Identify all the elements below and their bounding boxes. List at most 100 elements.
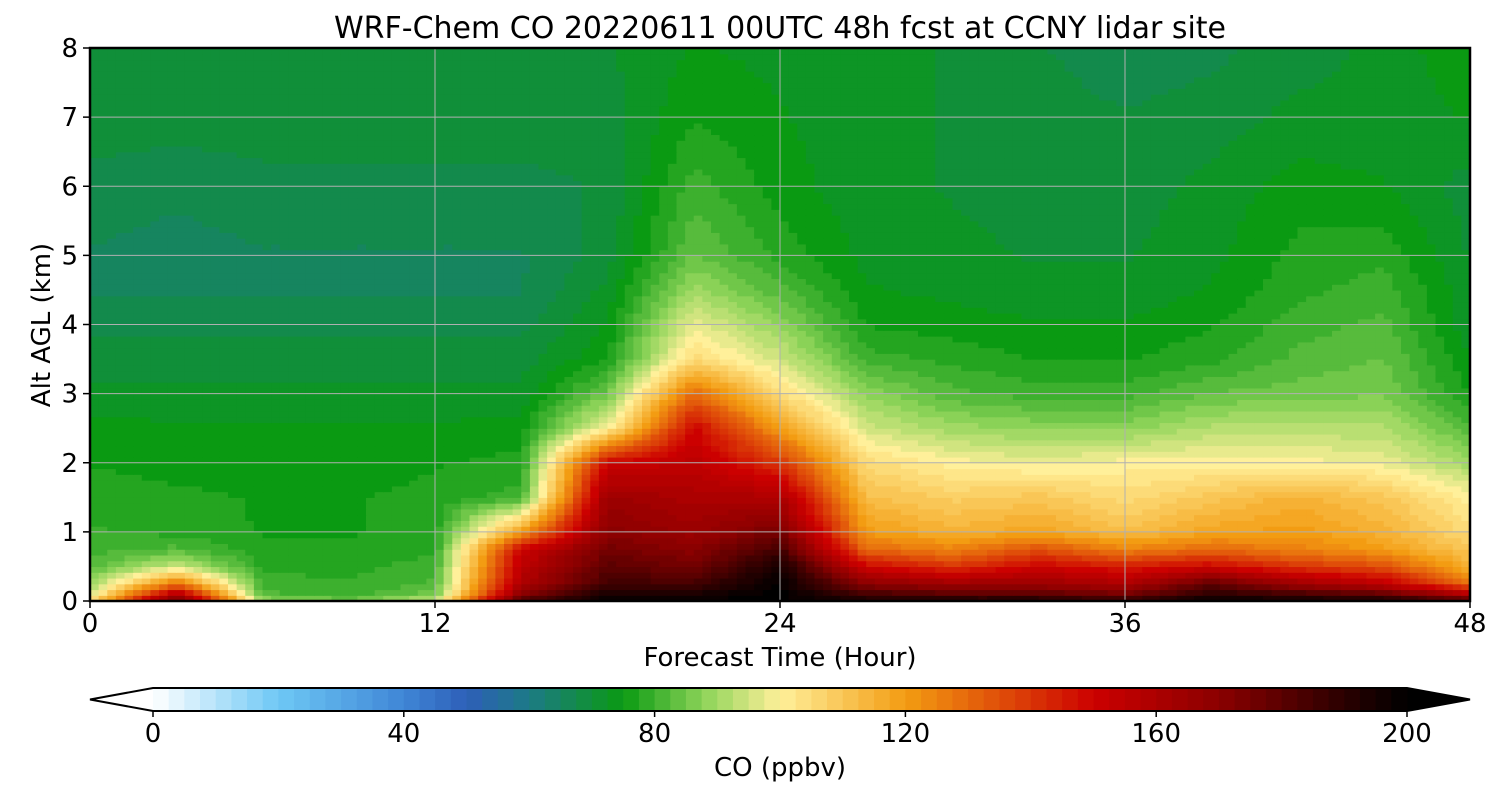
heatmap-cell	[409, 531, 419, 539]
heatmap-cell	[1435, 497, 1445, 504]
heatmap-cell	[745, 480, 755, 487]
heatmap-cell	[1263, 433, 1273, 441]
heatmap-cell	[1245, 520, 1255, 527]
heatmap-cell	[202, 560, 212, 568]
heatmap-cell	[1090, 595, 1100, 602]
heatmap-cell	[1012, 520, 1023, 527]
heatmap-cell	[866, 526, 876, 533]
heatmap-cell	[253, 462, 264, 470]
heatmap-cell	[1375, 554, 1385, 562]
heatmap-cell	[1271, 531, 1281, 539]
heatmap-cell	[823, 451, 833, 458]
heatmap-cell	[693, 549, 703, 556]
heatmap-cell	[805, 480, 816, 487]
heatmap-cell	[435, 451, 445, 458]
heatmap-cell	[150, 595, 160, 602]
heatmap-cell	[633, 549, 643, 556]
heatmap-cell	[391, 445, 402, 452]
heatmap-cell	[762, 566, 772, 573]
heatmap-cell	[210, 526, 220, 533]
heatmap-cell	[374, 566, 384, 573]
heatmap-cell	[210, 503, 220, 510]
heatmap-cell	[1426, 445, 1437, 452]
heatmap-cell	[616, 543, 626, 550]
heatmap-cell	[1030, 456, 1040, 464]
heatmap-cell	[892, 445, 902, 452]
heatmap-cell	[935, 520, 945, 527]
heatmap-cell	[1081, 474, 1092, 481]
heatmap-cell	[762, 456, 772, 464]
heatmap-cell	[486, 531, 496, 539]
heatmap-cell	[797, 433, 807, 441]
heatmap-cell	[780, 468, 790, 475]
heatmap-cell	[650, 468, 660, 475]
heatmap-cell	[598, 566, 609, 573]
heatmap-cell	[512, 485, 522, 493]
heatmap-cell	[849, 456, 859, 464]
heatmap-cell	[754, 520, 764, 527]
heatmap-cell	[1090, 474, 1100, 481]
heatmap-cell	[1047, 428, 1057, 435]
heatmap-cell	[400, 543, 410, 550]
heatmap-cell	[1047, 433, 1057, 441]
heatmap-cell	[797, 468, 807, 475]
heatmap-cell	[504, 520, 514, 527]
heatmap-cell	[1306, 485, 1316, 493]
heatmap-cell	[564, 445, 574, 452]
heatmap-cell	[642, 543, 652, 550]
heatmap-cell	[1426, 474, 1437, 481]
heatmap-cell	[823, 526, 833, 533]
heatmap-cell	[573, 439, 583, 447]
heatmap-cell	[1375, 589, 1385, 596]
heatmap-cell	[90, 577, 100, 585]
heatmap-cell	[383, 514, 393, 521]
heatmap-cell	[236, 583, 246, 591]
heatmap-cell	[1219, 554, 1230, 562]
heatmap-cell	[1366, 433, 1376, 441]
heatmap-cell	[279, 462, 289, 470]
heatmap-cell	[400, 456, 410, 464]
heatmap-cell	[1332, 491, 1342, 498]
heatmap-cell	[90, 439, 100, 447]
heatmap-cell	[1142, 526, 1152, 533]
heatmap-cell	[616, 554, 626, 562]
heatmap-cell	[1263, 422, 1273, 429]
heatmap-cell	[297, 549, 307, 556]
heatmap-cell	[1340, 583, 1350, 591]
heatmap-cell	[193, 589, 203, 596]
heatmap-cell	[435, 560, 445, 568]
heatmap-cell	[305, 549, 315, 556]
heatmap-cell	[814, 428, 824, 435]
heatmap-cell	[1375, 560, 1385, 568]
heatmap-cell	[409, 543, 419, 550]
heatmap-cell	[202, 497, 212, 504]
heatmap-cell	[1202, 514, 1212, 521]
heatmap-cell	[797, 480, 807, 487]
heatmap-cell	[762, 428, 772, 435]
heatmap-cell	[383, 537, 393, 544]
heatmap-cell	[1056, 497, 1066, 504]
heatmap-cell	[1150, 595, 1161, 602]
heatmap-cell	[659, 485, 669, 493]
heatmap-cell	[1366, 520, 1376, 527]
heatmap-cell	[598, 480, 609, 487]
heatmap-cell	[762, 560, 772, 568]
heatmap-cell	[1202, 554, 1212, 562]
heatmap-cell	[452, 572, 462, 579]
heatmap-cell	[288, 451, 298, 458]
heatmap-cell	[685, 462, 695, 470]
heatmap-cell	[788, 480, 798, 487]
heatmap-cell	[1245, 572, 1255, 579]
heatmap-cell	[1030, 549, 1040, 556]
heatmap-cell	[831, 531, 841, 539]
heatmap-cell	[1366, 480, 1376, 487]
heatmap-cell	[547, 439, 557, 447]
heatmap-cell	[486, 554, 496, 562]
heatmap-cell	[495, 537, 505, 544]
heatmap-cell	[1383, 428, 1393, 435]
heatmap-cell	[1452, 445, 1462, 452]
heatmap-cell	[1228, 526, 1238, 533]
heatmap-cell	[573, 549, 583, 556]
heatmap-cell	[952, 445, 962, 452]
heatmap-cell	[840, 543, 850, 550]
